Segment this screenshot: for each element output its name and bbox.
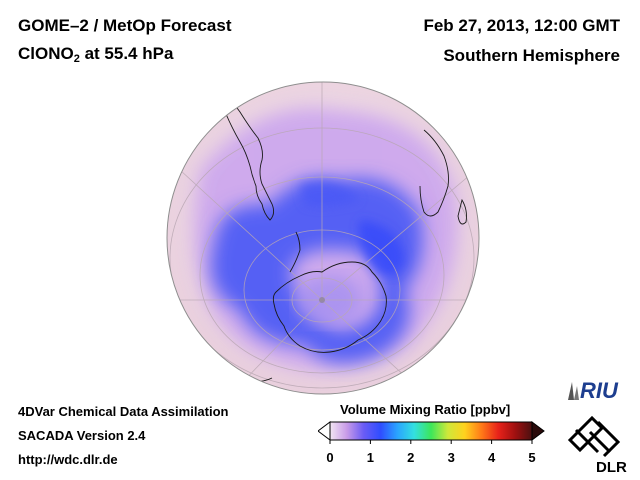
info-assimilation: 4DVar Chemical Data Assimilation [18,404,229,419]
colorbar-high-arrow [531,421,545,441]
info-url[interactable]: http://wdc.dlr.de [18,452,118,467]
forecast-date: Feb 27, 2013, 12:00 GMT [423,16,620,35]
colorbar-tickmarks [329,440,533,444]
antarctica-coast [272,261,387,353]
south-america-coast [221,95,275,221]
vmr-peak-north [300,182,360,207]
region-label: Southern Hemisphere [443,46,620,65]
colorbar-tick-label: 4 [487,450,496,465]
chart-subtitle: ClONO2 at 55.4 hPa [18,44,174,65]
dlr-logo-mark [567,415,621,458]
colorbar-low-arrow [318,421,331,441]
graticule [168,82,478,391]
africa-coast [419,129,449,217]
south-pole-marker [319,297,325,303]
colorbar [318,421,545,444]
coastlines [221,95,467,383]
chart-title: GOME–2 / MetOp Forecast [18,16,232,35]
colorbar-title: Volume Mixing Ratio [ppbv] [340,402,511,417]
colorbar-tick-label: 0 [326,450,334,465]
madagascar-coast [457,198,467,225]
antarctic-peninsula [289,231,301,273]
colorbar-tick-label: 1 [366,450,374,465]
colorbar-tick-label: 3 [447,450,455,465]
riu-logo-mark [568,382,574,400]
vmr-peak-east [359,220,405,276]
dlr-logo-text: DLR [596,459,627,476]
colorbar-tick-label: 2 [407,450,415,465]
info-version: SACADA Version 2.4 [18,428,146,443]
colorbar-gradient [329,421,533,441]
dlr-logo: DLR [567,415,627,476]
riu-logo: RIU [568,378,619,403]
riu-logo-text: RIU [580,378,619,403]
colorbar-tick-label: 5 [528,450,536,465]
